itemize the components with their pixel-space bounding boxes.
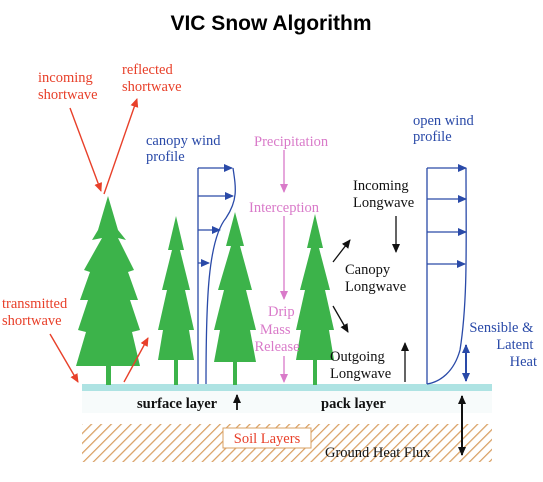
canopy-wind-profile (197, 164, 236, 385)
surface-layer-label: surface layer (137, 396, 218, 412)
ground-heat-flux-label: Ground Heat Flux (325, 445, 431, 461)
canopy-wind-profile-label: canopy wind profile (146, 133, 224, 165)
incoming-longwave-label: Incoming Longwave (353, 178, 414, 211)
soil-layers-label: Soil Layers (234, 431, 301, 447)
snow-surface-bar (82, 384, 492, 391)
incoming-shortwave-label: incoming shortwave (38, 70, 98, 103)
shortwave-arrows (49, 98, 149, 383)
interception-label: Interception (249, 200, 320, 216)
tree-2 (158, 216, 194, 385)
pack-layer-label: pack layer (321, 396, 386, 412)
reflected-shortwave-label: reflected shortwave (122, 62, 182, 95)
transmitted-shortwave-arrow (49, 333, 79, 383)
tree-large (76, 196, 140, 385)
tree-3 (214, 212, 256, 385)
canopy-longwave-label: Canopy Longwave (345, 262, 406, 295)
canopy-longwave-up-arrow (332, 239, 351, 263)
transmitted-shortwave-label: transmitted shortwave (2, 296, 71, 329)
open-wind-profile-label: open wind profile (413, 113, 477, 145)
tree-4 (296, 214, 334, 385)
canopy-longwave-down-arrow (332, 305, 349, 333)
outgoing-longwave-label: Outgoing Longwave (330, 349, 391, 382)
page-title: VIC Snow Algorithm (170, 12, 371, 35)
reflected-shortwave-arrow (103, 98, 139, 195)
soil-layers-label-box (222, 427, 312, 449)
trees (76, 196, 334, 385)
incoming-shortwave-arrow (69, 107, 102, 192)
transmitted-reflected-arrow (123, 337, 149, 383)
mass-release-label: Mass Release (254, 322, 299, 355)
open-wind-profile (426, 164, 467, 385)
sensible-latent-heat-label: Sensible & Latent Heat (469, 320, 537, 370)
precipitation-label: Precipitation (254, 134, 329, 150)
drip-label: Drip (268, 304, 295, 320)
pack-layer-band (82, 391, 492, 413)
